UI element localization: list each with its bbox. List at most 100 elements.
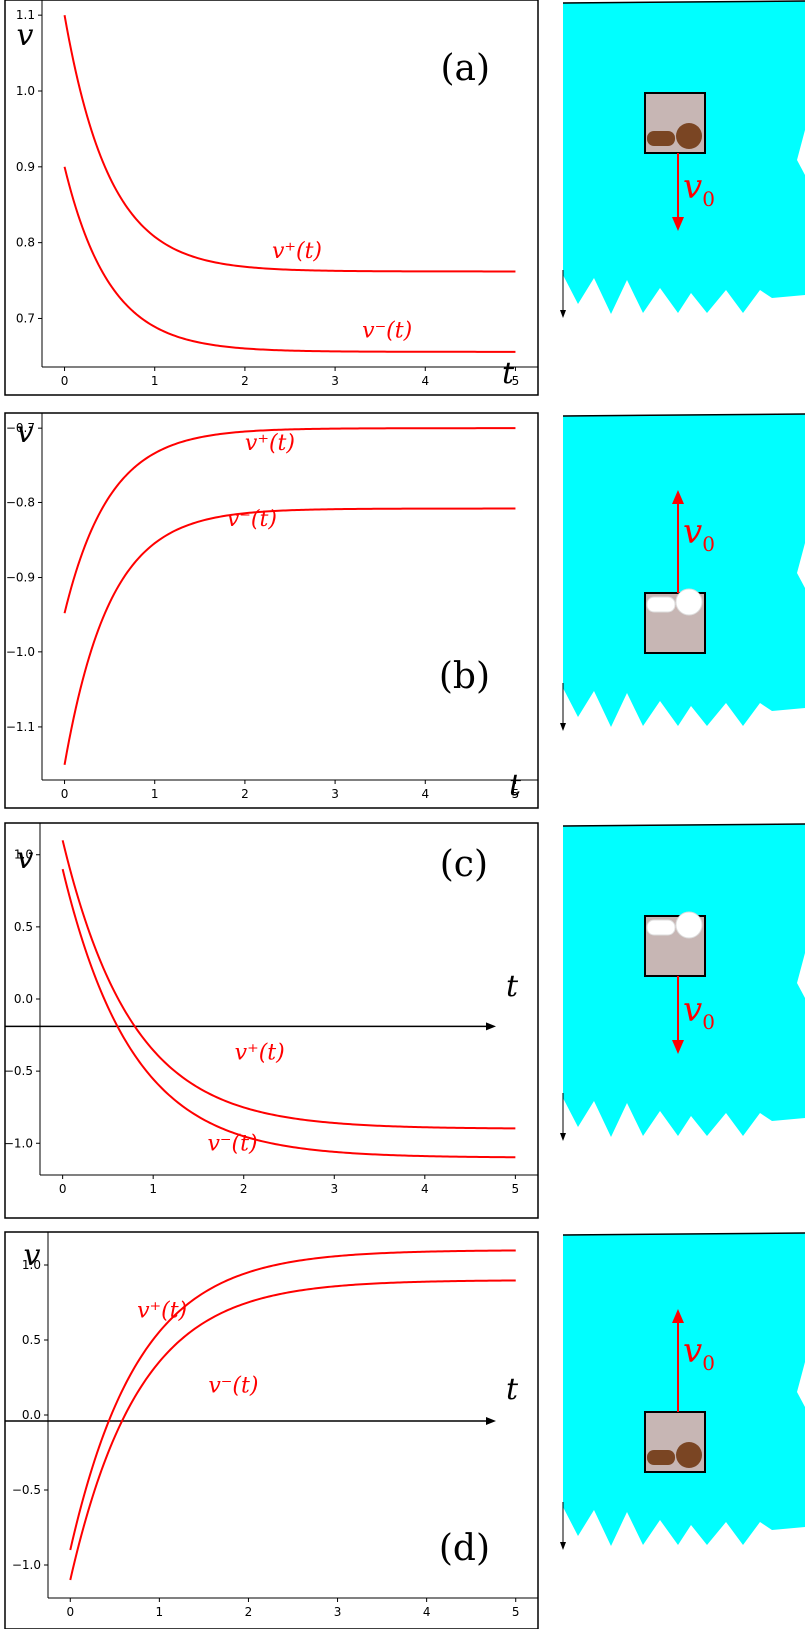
velocity-arrowhead xyxy=(672,490,684,504)
chart-panel-c: 0 1 2 3 4 5 1.0 0.5 0.0 −0.5 −1.0 v⁺(t) v⁻(t) (c) v t xyxy=(4,822,539,1219)
x-tick-label: 3 xyxy=(330,1182,338,1196)
y-tick-label: −0.5 xyxy=(4,1064,33,1078)
water-region xyxy=(563,414,805,727)
chart-panel-b: 0 1 2 3 4 5 −0.7 −0.8 −0.9 −1.0 −1.1 v⁺(t) v⁻(t) (b) v… xyxy=(4,412,539,809)
velocity-label-subscript: 0 xyxy=(702,1010,715,1034)
x-tick-label: 1 xyxy=(151,787,159,801)
water-surface xyxy=(562,1232,805,1236)
series-line-v-minus xyxy=(69,1279,516,1581)
velocity-arrowhead xyxy=(672,1309,684,1323)
series-line-v-plus xyxy=(63,427,516,614)
panel-frame xyxy=(4,1231,539,1629)
water-surface xyxy=(562,0,805,4)
x-tick-label: 0 xyxy=(61,374,69,388)
x-tick-label: 5 xyxy=(512,1605,520,1619)
y-tick-label: 1.1 xyxy=(16,8,35,22)
time-axis-arrowhead xyxy=(486,1022,496,1031)
x-axis-label: t xyxy=(506,969,519,1004)
panel-label: (d) xyxy=(439,1528,490,1569)
light-cargo-large xyxy=(675,911,703,939)
series-label-v-minus: v⁻(t) xyxy=(208,1374,258,1399)
x-tick-label: 2 xyxy=(245,1605,253,1619)
panel-frame xyxy=(4,0,539,396)
x-axis-label: t xyxy=(509,768,522,803)
y-tick-label: 1.0 xyxy=(14,848,33,862)
illustration-c: v0 xyxy=(560,823,805,1141)
panel-label: (c) xyxy=(440,844,488,885)
y-tick-label: −1.1 xyxy=(6,720,35,734)
y-tick-label: 0.8 xyxy=(16,236,35,250)
x-axis-label: t xyxy=(506,1372,519,1407)
series-label-v-plus: v⁺(t) xyxy=(235,1041,285,1066)
x-axis-label: t xyxy=(502,356,515,391)
velocity-label-subscript: 0 xyxy=(702,1351,715,1375)
y-axis-label: v xyxy=(17,415,34,450)
gravity-arrowhead xyxy=(560,1133,566,1141)
y-tick-label: −1.0 xyxy=(12,1558,41,1572)
dark-cargo-large xyxy=(676,123,702,149)
water-surface xyxy=(562,413,805,417)
x-tick-label: 4 xyxy=(421,1182,429,1196)
y-tick-label: 0.5 xyxy=(14,920,33,934)
illustration-a: v0 xyxy=(560,0,805,318)
light-cargo-large xyxy=(675,588,703,616)
y-tick-label: 0.0 xyxy=(14,992,33,1006)
y-tick-label: −0.8 xyxy=(6,495,35,509)
velocity-label-subscript: 0 xyxy=(702,187,715,211)
series-label-v-plus: v⁺(t) xyxy=(272,239,322,264)
series-label-v-plus: v⁺(t) xyxy=(245,431,295,456)
series-line-v-plus xyxy=(69,1249,516,1551)
illustration-b: v0 xyxy=(560,413,805,731)
y-tick-label: −0.9 xyxy=(6,571,35,585)
time-axis-arrowhead xyxy=(486,1417,496,1425)
x-tick-label: 0 xyxy=(59,1182,67,1196)
x-tick-label: 3 xyxy=(334,1605,342,1619)
x-tick-label: 3 xyxy=(331,787,339,801)
panel-frame xyxy=(4,412,539,809)
series-line-v-plus xyxy=(63,14,516,273)
x-tick-label: 2 xyxy=(241,787,249,801)
series-line-v-minus xyxy=(61,868,516,1159)
x-tick-label: 0 xyxy=(61,787,69,801)
series-label-v-minus: v⁻(t) xyxy=(208,1131,258,1156)
series-label-v-plus: v⁺(t) xyxy=(137,1299,187,1324)
dark-cargo-small xyxy=(647,131,675,146)
y-axis-label: v xyxy=(17,841,34,876)
x-tick-label: 3 xyxy=(331,374,339,388)
x-tick-label: 1 xyxy=(156,1605,164,1619)
panel-frame xyxy=(4,822,539,1219)
x-tick-label: 4 xyxy=(421,787,429,801)
x-tick-label: 4 xyxy=(423,1605,431,1619)
x-tick-label: 5 xyxy=(512,1182,520,1196)
x-tick-label: 5 xyxy=(512,787,520,801)
y-tick-label: −0.7 xyxy=(6,421,35,435)
x-tick-label: 1 xyxy=(149,1182,157,1196)
x-tick-label: 1 xyxy=(151,374,159,388)
water-region xyxy=(563,824,805,1137)
y-tick-label: 0.0 xyxy=(22,1408,41,1422)
series-line-v-minus xyxy=(63,166,516,353)
gravity-arrowhead xyxy=(560,723,566,731)
chart-panel-a: 0 1 2 3 4 5 0.7 0.8 0.9 1.0 1.1 v⁺(t) v⁻(t) (a) v t xyxy=(4,0,539,396)
series-line-v-plus xyxy=(61,840,516,1130)
velocity-label: v0 xyxy=(683,990,715,1034)
dark-cargo-small xyxy=(647,1450,675,1465)
y-tick-label: −1.0 xyxy=(4,1136,33,1150)
velocity-arrowhead xyxy=(672,1040,684,1054)
y-axis-label: v xyxy=(24,1238,41,1273)
illustration-d: v0 xyxy=(560,1232,805,1550)
water-region xyxy=(563,1233,805,1546)
panel-label: (a) xyxy=(440,48,490,89)
x-tick-label: 0 xyxy=(66,1605,74,1619)
y-tick-label: 0.9 xyxy=(16,160,35,174)
chart-panel-d: 0 1 2 3 4 5 1.0 0.5 0.0 −0.5 −1.0 v⁺(t) v⁻(t) (d) v t xyxy=(4,1231,539,1629)
light-cargo-small xyxy=(646,919,676,936)
y-tick-label: 0.5 xyxy=(22,1333,41,1347)
x-tick-label: 5 xyxy=(512,374,520,388)
water-surface xyxy=(562,823,805,827)
series-line-v-minus xyxy=(63,507,516,766)
y-tick-label: 0.7 xyxy=(16,311,35,325)
y-tick-label: −0.5 xyxy=(12,1483,41,1497)
y-tick-label: 1.0 xyxy=(22,1258,41,1272)
panel-label: (b) xyxy=(439,656,490,697)
